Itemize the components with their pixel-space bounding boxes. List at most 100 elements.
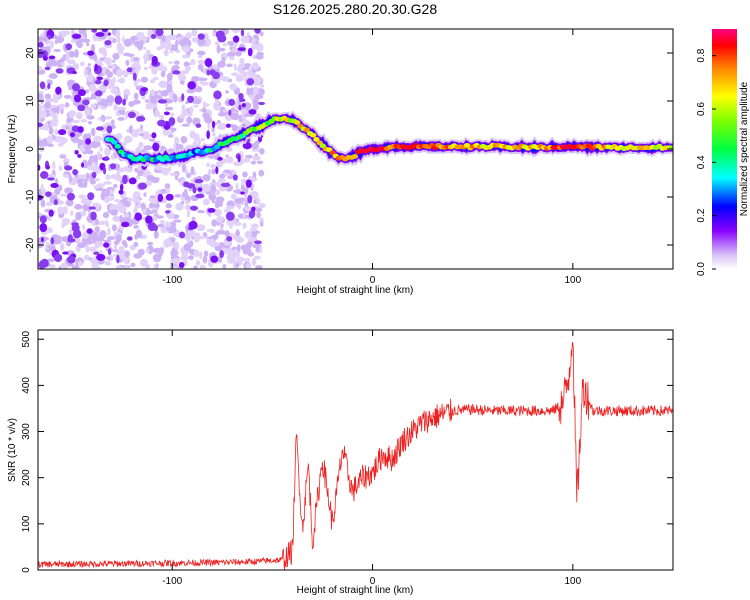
colorbar-tick-label: 0.0 [696, 262, 707, 276]
noise-speck [184, 204, 192, 211]
colorbar-label: Normalized spectral amplitude [739, 81, 750, 216]
noise-blob [47, 34, 52, 40]
noise-blob [55, 86, 62, 95]
noise-blob [246, 78, 255, 86]
noise-blob [192, 186, 197, 194]
noise-speck [235, 236, 245, 243]
noise-speck [103, 181, 113, 185]
noise-speck [75, 203, 81, 208]
noise-speck [57, 142, 64, 147]
noise-speck [158, 249, 163, 258]
noise-speck [186, 88, 196, 94]
noise-blob [242, 142, 252, 150]
noise-speck [240, 108, 249, 114]
noise-speck [172, 93, 178, 102]
noise-blob [102, 167, 107, 175]
noise-speck [81, 38, 91, 43]
snr-line [38, 341, 673, 570]
noise-speck [150, 89, 156, 97]
noise-speck [86, 115, 95, 120]
noise-blob [71, 222, 79, 226]
noise-blob [85, 138, 92, 145]
noise-blob [80, 162, 85, 168]
noise-speck [170, 249, 175, 257]
noise-speck [173, 45, 178, 52]
noise-speck [114, 198, 121, 203]
noise-speck [252, 98, 260, 107]
noise-speck [197, 59, 206, 65]
noise-speck [245, 262, 251, 269]
noise-speck [227, 40, 234, 46]
noise-speck [188, 255, 194, 260]
noise-speck [183, 61, 190, 68]
noise-speck [105, 68, 111, 75]
noise-speck [169, 127, 177, 132]
noise-speck [193, 104, 199, 108]
noise-speck [165, 203, 172, 209]
noise-speck [168, 34, 178, 41]
noise-speck [44, 93, 51, 99]
noise-blob [210, 255, 219, 263]
noise-speck [211, 219, 218, 227]
noise-speck [49, 40, 55, 49]
noise-speck [45, 201, 53, 207]
noise-speck [133, 195, 138, 204]
noise-speck [133, 241, 139, 248]
noise-speck [216, 229, 226, 235]
noise-speck [163, 238, 171, 248]
noise-speck [251, 257, 257, 267]
noise-speck [84, 143, 92, 151]
noise-speck [218, 122, 227, 131]
noise-speck [171, 257, 181, 265]
noise-speck [143, 133, 152, 140]
noise-blob [157, 193, 164, 203]
noise-blob [101, 29, 109, 33]
x-tick-label: -100 [162, 576, 182, 587]
noise-speck [164, 106, 174, 111]
noise-speck [84, 89, 90, 94]
noise-speck [197, 38, 206, 46]
noise-speck [244, 187, 248, 195]
noise-blob [232, 174, 238, 181]
noise-speck [74, 138, 83, 143]
noise-speck [117, 106, 127, 111]
noise-speck [105, 256, 112, 261]
noise-speck [152, 209, 157, 213]
noise-speck [181, 250, 188, 259]
noise-speck [64, 187, 74, 194]
noise-blob [147, 222, 157, 232]
noise-speck [226, 156, 232, 164]
noise-speck [93, 135, 103, 143]
noise-speck [252, 62, 259, 70]
noise-blob [71, 83, 81, 92]
noise-speck [102, 221, 106, 225]
noise-speck [79, 61, 85, 67]
ridge-cell [313, 137, 320, 142]
noise-speck [244, 206, 253, 212]
noise-speck [81, 236, 91, 245]
noise-speck [88, 120, 93, 125]
noise-speck [116, 42, 123, 49]
noise-blob [72, 70, 77, 75]
noise-speck [251, 142, 260, 149]
noise-speck [81, 224, 86, 230]
noise-speck [136, 174, 141, 180]
noise-speck [137, 248, 145, 256]
noise-blob [38, 194, 44, 201]
noise-speck [44, 122, 49, 131]
spectrogram-noise [38, 29, 266, 269]
noise-speck [244, 200, 249, 208]
noise-blob [87, 192, 95, 201]
noise-speck [42, 141, 48, 147]
noise-speck [107, 227, 111, 236]
noise-speck [156, 46, 161, 51]
noise-speck [180, 136, 188, 144]
noise-speck [89, 75, 94, 83]
noise-blob [206, 69, 211, 76]
noise-speck [259, 147, 265, 155]
spectrogram-ridge [102, 110, 673, 169]
noise-speck [239, 258, 248, 262]
noise-speck [255, 42, 264, 52]
noise-blob [94, 63, 98, 72]
